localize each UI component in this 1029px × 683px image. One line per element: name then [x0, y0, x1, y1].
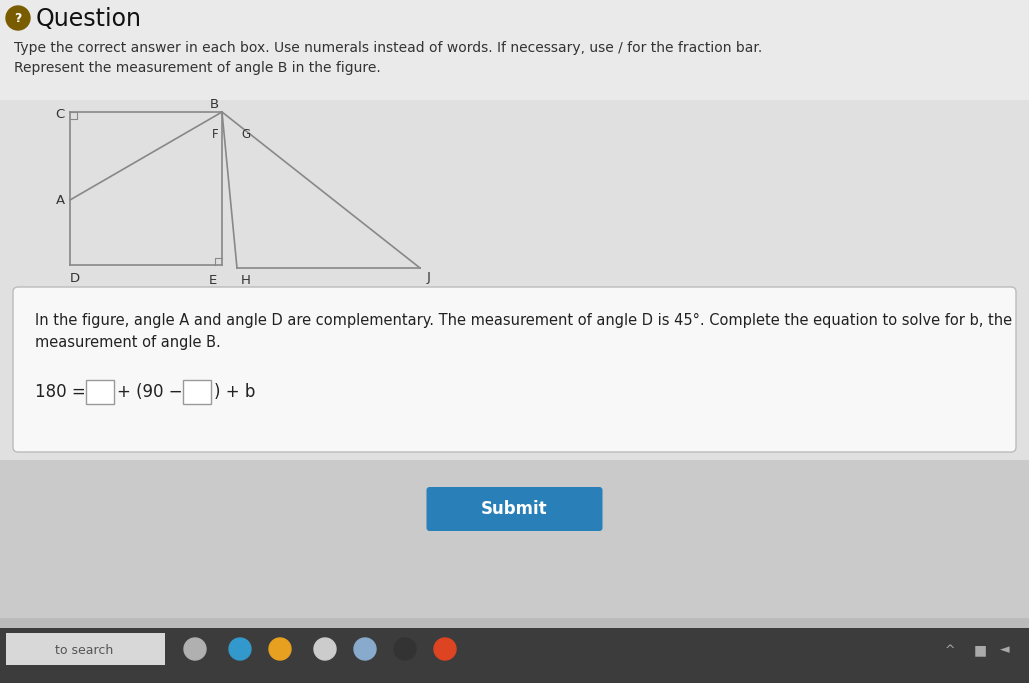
Circle shape: [394, 638, 416, 660]
Text: Type the correct answer in each box. Use numerals instead of words. If necessary: Type the correct answer in each box. Use…: [14, 41, 762, 55]
Text: B: B: [210, 98, 218, 111]
FancyBboxPatch shape: [426, 487, 603, 531]
Text: ?: ?: [14, 12, 22, 25]
Text: + (90 −: + (90 −: [117, 383, 182, 401]
FancyBboxPatch shape: [0, 628, 1029, 683]
Circle shape: [354, 638, 376, 660]
FancyBboxPatch shape: [13, 287, 1016, 452]
Circle shape: [184, 638, 206, 660]
Circle shape: [314, 638, 336, 660]
Text: Submit: Submit: [482, 500, 547, 518]
Text: E: E: [209, 273, 217, 286]
Text: C: C: [56, 109, 65, 122]
Text: measurement of angle B.: measurement of angle B.: [35, 335, 221, 350]
Text: G: G: [242, 128, 251, 141]
FancyBboxPatch shape: [6, 633, 165, 665]
Text: A: A: [56, 193, 65, 206]
FancyBboxPatch shape: [183, 380, 211, 404]
Circle shape: [269, 638, 291, 660]
Text: Question: Question: [36, 7, 142, 31]
Text: ■: ■: [973, 643, 987, 657]
Circle shape: [6, 6, 30, 30]
Text: In the figure, angle A and angle D are complementary. The measurement of angle D: In the figure, angle A and angle D are c…: [35, 313, 1013, 328]
FancyBboxPatch shape: [0, 460, 1029, 620]
Text: F: F: [212, 128, 218, 141]
FancyBboxPatch shape: [86, 380, 114, 404]
FancyBboxPatch shape: [0, 460, 1029, 615]
FancyBboxPatch shape: [0, 100, 1029, 580]
Text: J: J: [427, 272, 431, 285]
FancyBboxPatch shape: [0, 0, 1029, 100]
Text: D: D: [70, 272, 80, 285]
Text: ) + b: ) + b: [214, 383, 255, 401]
FancyBboxPatch shape: [0, 618, 1029, 628]
Circle shape: [434, 638, 456, 660]
Text: ^: ^: [945, 643, 955, 656]
Text: Represent the measurement of angle B in the figure.: Represent the measurement of angle B in …: [14, 61, 381, 75]
Text: 180 =: 180 =: [35, 383, 85, 401]
Text: ◄: ◄: [1000, 643, 1009, 656]
Text: H: H: [241, 273, 251, 286]
Circle shape: [229, 638, 251, 660]
Text: to search: to search: [55, 643, 113, 656]
